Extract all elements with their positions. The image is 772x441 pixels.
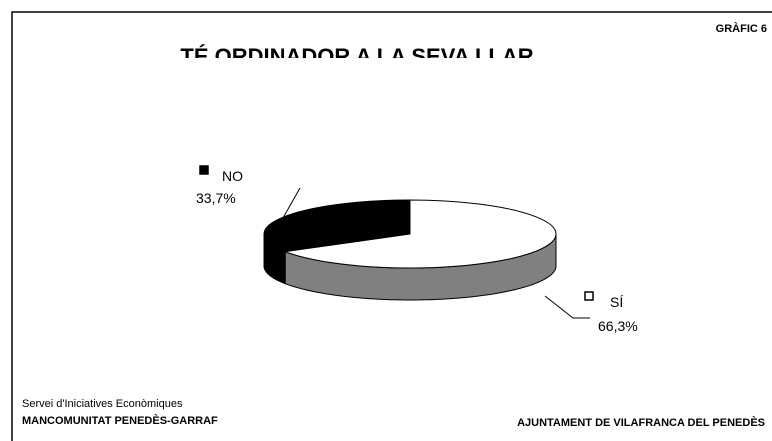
chart-title: TÉ ORDINADOR A LA SEVA LLAR [180, 44, 533, 69]
legend-swatch [584, 291, 594, 301]
value-label: 33,7% [196, 190, 236, 206]
footer-text: MANCOMUNITAT PENEDÈS-GARRAF [22, 414, 218, 427]
legend-swatch [199, 165, 209, 175]
pie-slice [285, 199, 557, 269]
leader-line [544, 295, 590, 319]
value-label: 66,3% [598, 318, 638, 334]
frame [11, 11, 772, 441]
footer-text: Servei d'Iniciatives Econòmiques [22, 398, 183, 410]
category-label: NO [222, 168, 243, 184]
category-label: SÍ [610, 294, 623, 310]
chart-number: GRÀFIC 6 [716, 22, 767, 35]
footer-text: AJUNTAMENT DE VILAFRANCA DEL PENEDÈS [517, 416, 765, 429]
leader-line [282, 187, 301, 219]
